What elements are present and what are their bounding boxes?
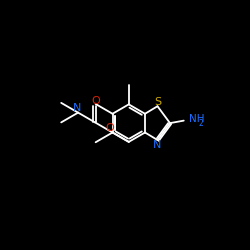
Text: N: N: [153, 140, 162, 149]
Text: NH: NH: [189, 114, 204, 124]
Text: S: S: [154, 97, 161, 107]
Text: 2: 2: [198, 119, 203, 128]
Text: N: N: [73, 103, 81, 113]
Text: O: O: [106, 123, 114, 134]
Text: O: O: [92, 96, 100, 106]
